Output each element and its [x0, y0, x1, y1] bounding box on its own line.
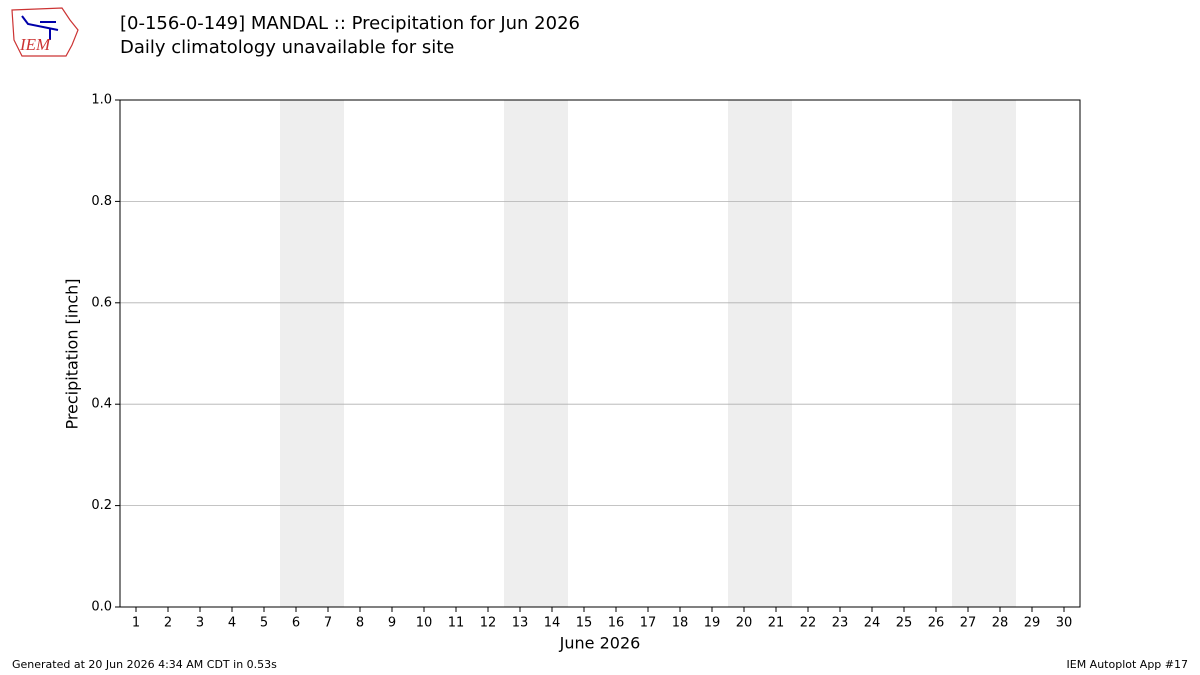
footer-left: Generated at 20 Jun 2026 4:34 AM CDT in …	[12, 658, 277, 671]
y-tick-label: 0.2	[91, 498, 112, 513]
weekend-shade	[728, 100, 792, 607]
x-tick-label: 9	[388, 616, 396, 631]
x-tick-label: 2	[164, 616, 172, 631]
x-tick-label: 6	[292, 616, 300, 631]
logo: IEM	[11, 7, 79, 57]
x-tick-label: 26	[928, 616, 945, 631]
y-tick-label: 0.8	[91, 194, 112, 209]
x-tick-label: 23	[832, 616, 849, 631]
x-tick-label: 27	[960, 616, 977, 631]
x-axis-label: June 2026	[559, 634, 641, 653]
x-tick-label: 10	[416, 616, 433, 631]
footer-right: IEM Autoplot App #17	[1067, 658, 1189, 671]
chart-subtitle: Daily climatology unavailable for site	[120, 37, 454, 58]
x-tick-label: 12	[480, 616, 497, 631]
x-tick-label: 29	[1024, 616, 1041, 631]
logo-outline	[11, 7, 79, 57]
chart-title: [0-156-0-149] MANDAL :: Precipitation fo…	[120, 13, 580, 34]
x-tick-label: 3	[196, 616, 204, 631]
x-tick-label: 7	[324, 616, 332, 631]
y-axis-label: Precipitation [inch]	[63, 278, 82, 429]
logo-icon	[21, 15, 59, 40]
y-tick-label: 0.0	[91, 600, 112, 615]
x-tick-label: 20	[736, 616, 753, 631]
x-tick-label: 28	[992, 616, 1009, 631]
x-tick-label: 11	[448, 616, 465, 631]
x-tick-label: 25	[896, 616, 913, 631]
x-tick-label: 22	[800, 616, 817, 631]
weekend-shade	[504, 100, 568, 607]
x-tick-label: 13	[512, 616, 529, 631]
x-tick-label: 4	[228, 616, 236, 631]
x-tick-label: 15	[576, 616, 593, 631]
x-tick-label: 18	[672, 616, 689, 631]
x-tick-label: 24	[864, 616, 881, 631]
weekend-shade	[280, 100, 344, 607]
x-tick-label: 16	[608, 616, 625, 631]
y-tick-label: 1.0	[91, 93, 112, 108]
y-tick-label: 0.4	[91, 397, 112, 412]
plot-frame	[119, 99, 1081, 608]
x-tick-label: 30	[1056, 616, 1073, 631]
x-tick-label: 19	[704, 616, 721, 631]
x-tick-label: 21	[768, 616, 785, 631]
x-tick-label: 5	[260, 616, 268, 631]
y-tick-label: 0.6	[91, 295, 112, 310]
x-tick-label: 8	[356, 616, 364, 631]
logo-text: IEM	[19, 35, 51, 54]
x-tick-label: 17	[640, 616, 657, 631]
x-tick-label: 14	[544, 616, 561, 631]
x-tick-label: 1	[132, 616, 140, 631]
weekend-shade	[952, 100, 1016, 607]
